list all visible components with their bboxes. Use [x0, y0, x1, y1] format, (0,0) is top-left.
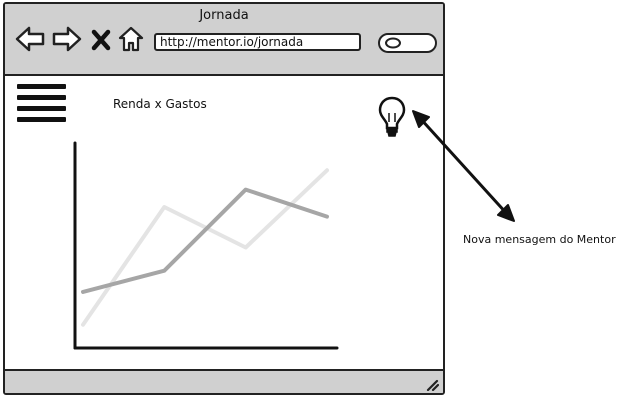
renda-gastos-line-chart — [73, 141, 339, 350]
browser-window: Jornada http://mentor.io/jornada — [3, 2, 445, 395]
chart-title: Renda x Gastos — [113, 97, 207, 111]
hamburger-menu-icon[interactable] — [17, 84, 66, 122]
annotation-text: Nova mensagem do Mentor — [463, 233, 616, 246]
series-line-1 — [81, 168, 329, 327]
browser-toolbar: Jornada http://mentor.io/jornada — [5, 4, 443, 76]
forward-arrow-icon[interactable] — [52, 26, 82, 52]
annotation-arrow — [412, 110, 515, 222]
status-bar — [5, 369, 443, 393]
series-line-2 — [81, 187, 329, 294]
close-x-icon[interactable] — [90, 26, 112, 52]
address-bar[interactable]: http://mentor.io/jornada — [154, 33, 361, 51]
back-arrow-icon[interactable] — [15, 26, 45, 52]
lightbulb-icon[interactable] — [377, 95, 407, 139]
home-icon[interactable] — [118, 26, 144, 52]
window-title: Jornada — [199, 8, 249, 23]
search-icon — [385, 37, 401, 49]
search-input[interactable] — [378, 33, 437, 53]
resize-grip-icon[interactable] — [425, 377, 439, 391]
